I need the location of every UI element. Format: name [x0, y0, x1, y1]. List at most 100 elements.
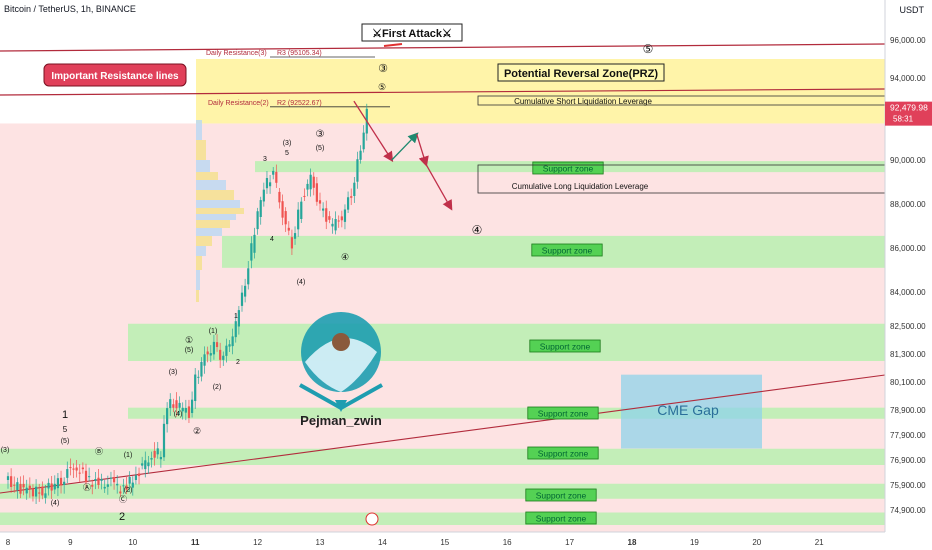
- candle-body: [28, 485, 31, 490]
- forecast-arrow: [425, 164, 453, 211]
- wave-label: Ⓐ: [83, 483, 91, 492]
- logo-face: [332, 333, 350, 351]
- volume-profile-bar: [196, 140, 206, 160]
- wave-label: 5: [63, 425, 68, 434]
- y-tick-label: 80,100.00: [890, 378, 926, 387]
- candle-body: [212, 341, 216, 355]
- wave-label: 1: [62, 409, 68, 421]
- first-attack-label: ⚔First Attack⚔: [372, 28, 452, 40]
- wave-label: (3): [169, 369, 178, 376]
- candle-body: [190, 399, 194, 414]
- candle-body: [44, 493, 47, 498]
- candle-body: [322, 208, 325, 211]
- candle-body: [278, 191, 281, 203]
- resistance-line-upper: [0, 43, 886, 52]
- candle-body: [106, 484, 109, 487]
- candle-body: [6, 476, 10, 480]
- support-zone-label-text: Support zone: [538, 409, 589, 419]
- candle-body: [240, 292, 244, 306]
- support-zone-label-box: [527, 406, 599, 420]
- wave-label: (5): [61, 438, 70, 445]
- support-zone-band: [128, 407, 885, 419]
- x-tick-label: 14: [378, 538, 387, 547]
- price-tag-box: [885, 101, 932, 126]
- candle-body: [63, 481, 66, 486]
- cme-gap-label: CME Gap: [657, 402, 719, 418]
- support-zone-label-text: Support zone: [538, 449, 589, 459]
- candle-body: [359, 150, 362, 160]
- candle-body: [41, 486, 44, 496]
- candle-body: [228, 344, 231, 347]
- candle-body: [119, 491, 122, 494]
- candle-body: [97, 477, 100, 485]
- volume-profile-bar: [196, 160, 210, 172]
- short-liq-label: Cumulative Short Liquidation Leverage: [514, 97, 652, 106]
- support-zone-label-text: Support zone: [542, 246, 593, 256]
- candle-body: [181, 407, 184, 412]
- wave-label: 5: [285, 150, 289, 157]
- candle-body: [268, 182, 272, 187]
- support-zone-band: [0, 512, 885, 525]
- x-tick-label: 21: [815, 538, 824, 547]
- support-zone-label-box: [531, 243, 603, 257]
- candle-body: [81, 467, 84, 470]
- long-liq-label: Cumulative Long Liquidation Leverage: [512, 182, 649, 191]
- candle-body: [225, 345, 228, 356]
- candle-body: [122, 485, 125, 487]
- support-zone-label: Support zone: [527, 446, 599, 460]
- x-tick-label: 10: [128, 538, 137, 547]
- candle-body: [166, 408, 169, 425]
- candle-body: [237, 310, 240, 327]
- support-zone-label-text: Support zone: [536, 491, 587, 501]
- prz-label-box: [497, 63, 665, 82]
- candle-body: [362, 132, 365, 150]
- candle-body: [116, 483, 119, 486]
- candle-body: [144, 460, 147, 470]
- candle-body: [147, 462, 150, 467]
- candle-body: [172, 404, 175, 408]
- candle-body: [59, 477, 63, 486]
- logo-wave: [305, 338, 377, 392]
- wave-label: 1: [234, 313, 238, 320]
- candle-body: [215, 342, 219, 348]
- support-zone-label: Support zone: [532, 161, 604, 175]
- y-tick-label: 75,900.00: [890, 481, 926, 490]
- y-tick-label: 96,000.00: [890, 36, 926, 45]
- candle-body: [209, 353, 212, 356]
- support-zone-band: [128, 323, 885, 361]
- candle-body: [169, 399, 172, 409]
- candle-body: [112, 477, 116, 483]
- candle-body: [78, 472, 81, 474]
- candle-body: [47, 482, 50, 489]
- watermark-logo: Pejman_zwin: [299, 312, 383, 428]
- candle-body: [22, 483, 25, 488]
- wave-label: (4): [297, 279, 306, 286]
- wave-label: ④: [472, 223, 483, 237]
- candle-body: [197, 376, 200, 378]
- wave-label: (1): [209, 328, 218, 335]
- candle-body: [131, 482, 134, 488]
- volume-profile-bar: [196, 120, 202, 140]
- y-tick-label: 82,500.00: [890, 322, 926, 331]
- daily-res2-label: Daily Resistance(2): [208, 100, 269, 107]
- r3-label: R3 (95105.34): [277, 50, 322, 57]
- flash-icon: [365, 512, 379, 526]
- wave-label: ④: [341, 252, 349, 262]
- support-zone-label-text: Support zone: [540, 342, 591, 352]
- support-zone-label: Support zone: [529, 339, 601, 353]
- candle-body: [141, 463, 144, 466]
- candle-body: [306, 183, 309, 190]
- candle-body: [134, 475, 138, 481]
- candle-body: [194, 374, 197, 402]
- wave-label: ③: [378, 63, 388, 75]
- candle-body: [350, 196, 353, 198]
- volume-profile-bar: [196, 172, 218, 180]
- y-tick-label: 76,900.00: [890, 456, 926, 465]
- candle-body: [253, 234, 256, 253]
- candle-body: [16, 482, 19, 491]
- x-tick-label: 12: [253, 538, 262, 547]
- candle-body: [284, 211, 287, 225]
- candle-body: [334, 219, 337, 231]
- candle-body: [312, 176, 315, 188]
